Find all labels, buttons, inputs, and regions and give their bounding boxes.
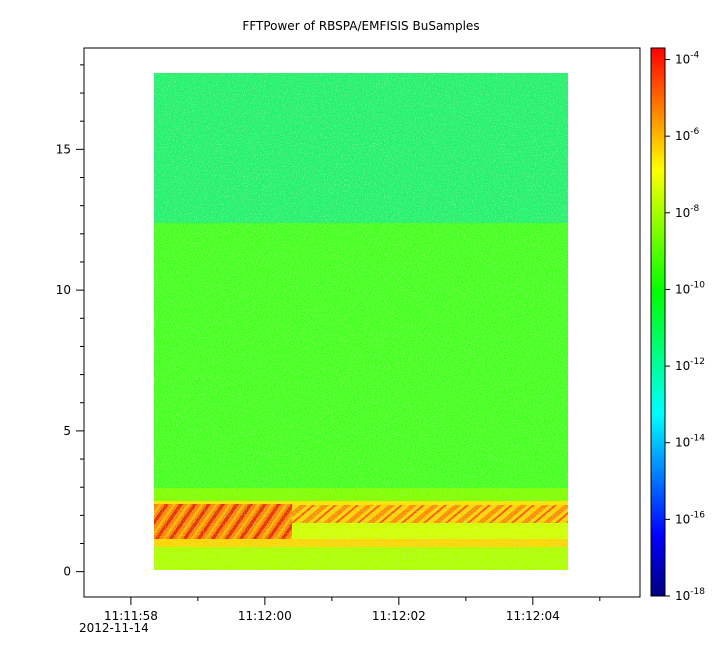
plot-frame	[83, 47, 641, 598]
y-tick-label: 10	[56, 283, 71, 297]
x-date-label: 2012-11-14	[79, 621, 149, 635]
y-tick-label: 5	[63, 424, 71, 438]
x-tick-label: 11:12:00	[238, 609, 292, 623]
colorbar-gradient	[651, 48, 665, 596]
chart-title: FFTPower of RBSPA/EMFISIS BuSamples	[242, 19, 479, 33]
noise-overlay	[154, 73, 568, 570]
spectrogram-image	[154, 73, 568, 570]
colorbar-tick-label: 10-16	[675, 510, 705, 526]
colorbar-tick-label: 10-6	[675, 127, 700, 143]
colorbar-tick-label: 10-10	[675, 280, 705, 296]
colorbar-tick-label: 10-14	[675, 434, 705, 450]
colorbar-tick-label: 10-12	[675, 357, 705, 373]
y-axis: 0 5 10 15	[56, 64, 84, 579]
colorbar-tick-label: 10-4	[675, 51, 700, 67]
colorbar: 10-4 10-6 10-8 10-10 10-12 10-14 10-16 10-18	[650, 47, 705, 603]
colorbar-frame	[650, 47, 666, 597]
x-tick-label: 11:12:02	[372, 609, 426, 623]
y-tick-label: 0	[63, 565, 71, 579]
colorbar-tick-label: 10-8	[675, 204, 700, 220]
colorbar-ticks: 10-4 10-6 10-8 10-10 10-12 10-14 10-16 10-18	[665, 51, 705, 603]
x-tick-label: 11:12:04	[506, 609, 560, 623]
y-tick-label: 15	[56, 142, 71, 156]
colorbar-tick-label: 10-18	[675, 587, 705, 603]
x-axis: 11:11:58 11:12:00 11:12:02 11:12:04	[104, 597, 601, 623]
x-tick-label: 11:11:58	[104, 609, 158, 623]
